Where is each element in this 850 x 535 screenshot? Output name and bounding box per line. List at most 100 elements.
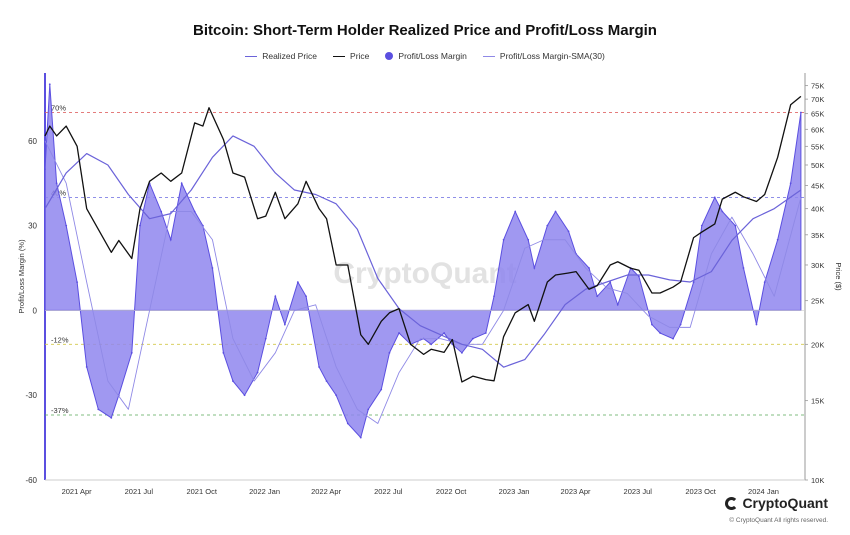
margin-point bbox=[755, 323, 758, 326]
x-tick-label: 2024 Jan bbox=[748, 487, 779, 496]
margin-point bbox=[638, 275, 640, 278]
chart-legend: Realized Price Price Profit/Loss Margin … bbox=[0, 51, 850, 61]
y-left-tick-label: -30 bbox=[25, 391, 37, 400]
y-right-tick-label: 45K bbox=[811, 182, 824, 191]
margin-point bbox=[130, 351, 133, 354]
reference-line-label: -12% bbox=[51, 335, 69, 344]
y-left-tick-label: 60 bbox=[28, 137, 37, 146]
legend-item-margin[interactable]: Profit/Loss Margin bbox=[385, 51, 467, 61]
x-tick-label: 2023 Jan bbox=[499, 487, 530, 496]
margin-point bbox=[264, 337, 267, 340]
margin-point bbox=[721, 210, 724, 213]
legend-label-realized-price: Realized Price bbox=[262, 51, 318, 61]
margin-point bbox=[502, 238, 505, 241]
margin-point bbox=[651, 323, 653, 326]
reference-line-label: 70% bbox=[51, 104, 66, 113]
margin-point bbox=[596, 295, 599, 298]
margin-point bbox=[211, 267, 214, 269]
margin-point bbox=[65, 224, 68, 227]
margin-point bbox=[55, 182, 58, 185]
margin-point bbox=[533, 267, 536, 269]
margin-point bbox=[232, 380, 234, 382]
y-right-tick-label: 60K bbox=[811, 125, 824, 134]
x-tick-label: 2022 Oct bbox=[436, 487, 467, 496]
x-tick-label: 2022 Jan bbox=[249, 487, 280, 496]
y-right-axis-title: Price ($) bbox=[834, 262, 843, 291]
y-right-tick-label: 10K bbox=[811, 476, 824, 485]
x-tick-label: 2022 Jul bbox=[374, 487, 403, 496]
margin-point bbox=[430, 343, 433, 346]
margin-point bbox=[461, 351, 463, 354]
margin-point bbox=[169, 238, 172, 241]
y-right-tick-label: 75K bbox=[811, 82, 824, 91]
x-tick-label: 2023 Jul bbox=[624, 487, 653, 496]
margin-point bbox=[97, 408, 100, 411]
y-right-tick-label: 15K bbox=[811, 397, 824, 406]
margin-point bbox=[76, 281, 79, 284]
margin-point bbox=[274, 295, 277, 298]
x-tick-label: 2021 Jul bbox=[125, 487, 154, 496]
x-tick-label: 2022 Apr bbox=[311, 487, 342, 496]
margin-point bbox=[325, 380, 328, 382]
margin-point bbox=[734, 224, 737, 227]
margin-point bbox=[359, 436, 362, 439]
y-right-tick-label: 20K bbox=[811, 340, 824, 349]
legend-swatch-sma bbox=[482, 55, 495, 57]
margin-point bbox=[588, 267, 590, 269]
margin-point bbox=[283, 323, 286, 326]
margin-point bbox=[443, 332, 446, 334]
margin-point bbox=[243, 394, 246, 397]
margin-point bbox=[616, 303, 619, 306]
y-right-tick-label: 40K bbox=[811, 205, 824, 214]
series-price bbox=[44, 95, 802, 383]
legend-item-sma[interactable]: Profit/Loss Margin-SMA(30) bbox=[482, 51, 605, 61]
margin-point bbox=[318, 366, 320, 368]
x-tick-label: 2023 Apr bbox=[561, 487, 592, 496]
margin-point bbox=[776, 238, 779, 241]
legend-item-realized-price[interactable]: Realized Price bbox=[245, 51, 317, 61]
margin-point bbox=[398, 332, 400, 334]
margin-point bbox=[700, 224, 703, 227]
footer-copyright: © CryptoQuant All rights reserved. bbox=[729, 517, 828, 524]
margin-point bbox=[484, 332, 487, 334]
x-tick-label: 2021 Apr bbox=[62, 487, 93, 496]
footer-logo-text: CryptoQuant bbox=[742, 495, 828, 511]
legend-swatch-realized-price bbox=[245, 55, 258, 57]
margin-point bbox=[493, 295, 495, 298]
margin-point bbox=[160, 210, 163, 213]
margin-point bbox=[692, 281, 695, 284]
margin-point bbox=[471, 337, 474, 340]
y-left-tick-label: 0 bbox=[33, 306, 38, 315]
legend-label-price: Price bbox=[350, 51, 370, 61]
margin-point bbox=[139, 224, 141, 227]
footer-logo: CryptoQuant bbox=[725, 495, 828, 511]
margin-point bbox=[388, 351, 391, 354]
margin-point bbox=[789, 182, 792, 185]
margin-point bbox=[672, 337, 674, 340]
margin-point bbox=[44, 168, 46, 170]
legend-label-sma: Profit/Loss Margin-SMA(30) bbox=[499, 51, 605, 61]
y-right-tick-label: 50K bbox=[811, 161, 824, 170]
margin-point bbox=[256, 371, 259, 374]
legend-item-price[interactable]: Price bbox=[333, 51, 369, 61]
y-right-tick-label: 30K bbox=[811, 261, 824, 270]
margin-point bbox=[296, 281, 299, 284]
margin-point bbox=[763, 281, 766, 284]
cryptoquant-logo-icon bbox=[725, 496, 739, 510]
margin-point bbox=[346, 422, 349, 425]
y-right-tick-label: 35K bbox=[811, 231, 824, 240]
y-left-axis-title: Profit/Loss Margin (%) bbox=[17, 239, 26, 314]
legend-label-margin: Profit/Loss Margin bbox=[398, 51, 467, 61]
y-left-tick-label: -60 bbox=[25, 476, 37, 485]
y-right-tick-label: 55K bbox=[811, 142, 824, 151]
margin-point bbox=[713, 196, 716, 199]
margin-point bbox=[367, 408, 370, 411]
margin-point bbox=[679, 323, 682, 326]
margin-point bbox=[335, 394, 338, 397]
margin-point bbox=[222, 351, 225, 354]
y-right-tick-label: 70K bbox=[811, 95, 824, 104]
margin-point bbox=[799, 111, 802, 114]
x-tick-label: 2021 Oct bbox=[186, 487, 217, 496]
margin-point bbox=[554, 210, 557, 213]
